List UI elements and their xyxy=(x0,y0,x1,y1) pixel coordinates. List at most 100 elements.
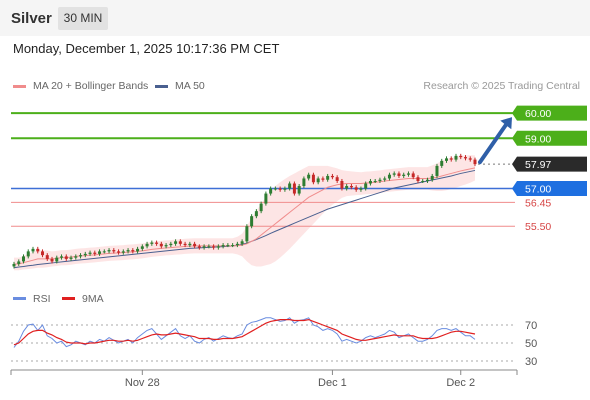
candle-body xyxy=(235,243,239,246)
candle-body xyxy=(102,251,106,253)
candle-body xyxy=(155,242,159,244)
bollinger-band-fill xyxy=(14,155,475,271)
candle-body xyxy=(197,246,201,248)
candle-body xyxy=(392,173,396,175)
candle-body xyxy=(259,203,263,212)
ma50-legend-label: MA 50 xyxy=(175,80,205,92)
candle-body xyxy=(69,257,73,259)
candle-body xyxy=(164,245,168,247)
candle-body xyxy=(231,245,235,247)
credit-text: Research © 2025 Trading Central xyxy=(423,80,580,92)
rsi-panel: 70 50 30 xyxy=(11,317,537,368)
candle-body xyxy=(430,175,434,180)
forecast-arrow-head xyxy=(500,117,512,130)
candle-body xyxy=(226,245,230,247)
candle-body xyxy=(454,155,458,160)
candle-body xyxy=(169,243,173,246)
candle-body xyxy=(402,174,406,176)
candle-body xyxy=(359,188,363,190)
candle-body xyxy=(107,250,111,252)
candle-body xyxy=(117,251,121,253)
candle-body xyxy=(473,159,477,165)
support-1-label: 56.45 xyxy=(525,197,551,209)
candle-body xyxy=(45,255,49,259)
candle-body xyxy=(345,186,349,189)
candle-body xyxy=(55,257,59,262)
candle-body xyxy=(36,248,40,252)
candle-body xyxy=(240,241,244,244)
timeframe-badge[interactable]: 30 MIN xyxy=(58,7,108,30)
rsi-tick-label: 30 xyxy=(525,356,537,368)
candle-body xyxy=(269,188,273,194)
candle-body xyxy=(316,178,320,183)
candle-body xyxy=(444,158,448,161)
candle-body xyxy=(278,188,282,190)
candle-body xyxy=(88,252,92,254)
time-axis: Nov 28 Dec 1 Dec 2 xyxy=(10,369,518,389)
candle-body xyxy=(288,183,292,189)
candle-body xyxy=(112,250,116,252)
candle-body xyxy=(212,246,216,248)
candle-body xyxy=(150,242,154,244)
candle-body xyxy=(174,241,178,244)
candle-body xyxy=(411,173,415,178)
candle-body xyxy=(449,158,453,160)
x-tick-label: Nov 28 xyxy=(125,377,160,389)
candle-body xyxy=(330,175,334,178)
candle-body xyxy=(297,186,301,194)
candle-body xyxy=(406,173,410,175)
candle-body xyxy=(136,248,140,252)
moving-averages xyxy=(13,167,476,269)
forecast-arrow-shaft xyxy=(478,122,508,165)
target-1-badge xyxy=(512,130,587,146)
bollinger-bands xyxy=(14,155,475,271)
candle-body xyxy=(335,177,339,181)
rsi-ma-legend-label: 9MA xyxy=(82,293,104,305)
candle-body xyxy=(463,157,467,159)
candle-body xyxy=(17,261,21,264)
rsi-ma-legend-swatch xyxy=(62,297,75,300)
target-2-badge xyxy=(512,105,587,121)
candle-body xyxy=(31,248,35,252)
last-price-badge xyxy=(512,156,587,172)
x-tick-label: Dec 2 xyxy=(446,377,475,389)
candle-body xyxy=(425,179,429,181)
candle-body xyxy=(397,173,401,176)
candle-body xyxy=(207,246,211,248)
candle-body xyxy=(159,243,163,247)
candle-body xyxy=(183,243,187,246)
candles xyxy=(12,153,477,269)
candle-body xyxy=(64,256,68,259)
rsi-legend-label: RSI xyxy=(33,293,51,305)
candle-body xyxy=(22,256,26,262)
ma20-legend-label: MA 20 + Bollinger Bands xyxy=(33,80,149,92)
target-1-label: 59.00 xyxy=(525,133,551,145)
candle-body xyxy=(311,174,315,183)
candle-body xyxy=(74,256,78,258)
rsi-tick-label: 70 xyxy=(525,320,537,332)
candle-body xyxy=(121,251,125,253)
candle-body xyxy=(131,250,135,252)
candle-body xyxy=(440,160,444,166)
candle-body xyxy=(245,226,249,242)
candle-body xyxy=(321,178,325,180)
candle-body xyxy=(93,252,97,254)
candle-body xyxy=(383,178,387,180)
candle-body xyxy=(364,183,368,189)
candle-body xyxy=(387,174,391,179)
candle-body xyxy=(193,243,197,247)
candle-body xyxy=(307,174,311,179)
timestamp: Monday, December 1, 2025 10:17:36 PM CET xyxy=(13,41,280,56)
candle-body xyxy=(368,180,372,184)
candle-body xyxy=(140,246,144,249)
header-bar: Silver 30 MIN xyxy=(0,0,590,36)
candle-body xyxy=(60,256,64,258)
rsi-tick-label: 50 xyxy=(525,338,537,350)
candle-body xyxy=(378,179,382,181)
ma50-legend-swatch xyxy=(155,85,168,88)
candle-body xyxy=(98,251,102,254)
candle-body xyxy=(373,180,377,182)
rsi-legend-swatch xyxy=(13,297,26,300)
